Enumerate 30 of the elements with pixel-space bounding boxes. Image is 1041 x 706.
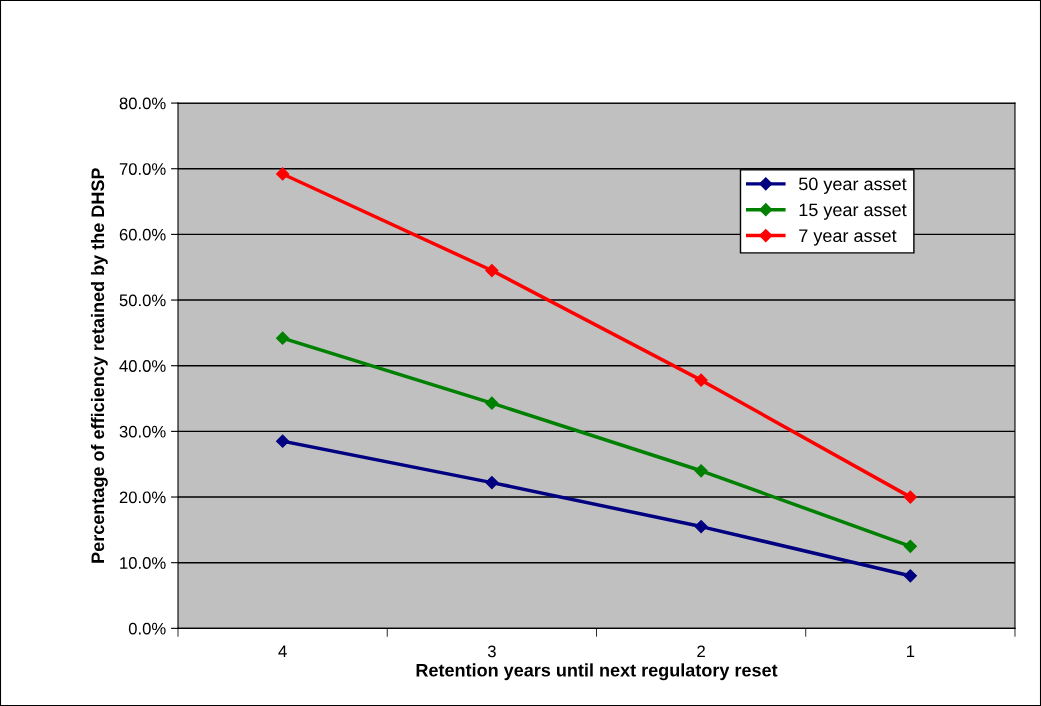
y-axis-title: Percentage of efficiency retained by the DHSP [90,168,108,563]
point [903,490,917,504]
y-tick-label: 70.0% [119,163,166,175]
point [694,373,708,387]
point [694,464,708,478]
point [276,167,290,181]
legend-label: 15 year asset [799,203,907,220]
point [276,331,290,345]
x-tick-label: 4 [278,645,287,658]
point [694,519,708,534]
y-tick-label: 60.0% [119,228,166,241]
x-tick-label: 3 [487,645,496,658]
point [276,434,290,448]
x-tick-label: 2 [697,645,705,658]
point [485,263,499,278]
y-tick-label: 40.0% [119,360,166,372]
y-tick-label: 0.0% [128,622,166,635]
x-tick-label: 1 [906,645,915,658]
y-tick-label: 10.0% [120,557,166,569]
y-tick-label: 50.0% [119,294,166,307]
point [485,475,499,490]
point [903,569,917,583]
y-tick-label: 80.0% [119,97,166,110]
point [485,396,499,410]
x-axis-title: Retention years until next regulatory reset [416,663,778,681]
legend-label: 50 year asset [798,177,907,194]
y-tick-label: 30.0% [119,425,166,438]
point [903,539,917,553]
y-tick-label: 20.0% [119,491,166,504]
legend-label: 7 year asset [799,229,897,246]
